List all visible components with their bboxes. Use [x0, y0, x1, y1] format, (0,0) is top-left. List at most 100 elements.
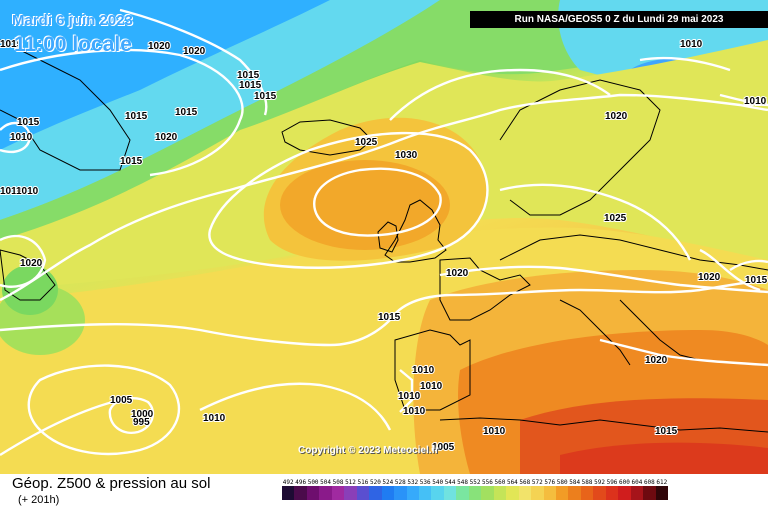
coast-newfoundland	[0, 249, 56, 301]
scale-swatch	[331, 486, 345, 500]
isobar-1025-east	[499, 183, 692, 261]
scale-label: 508	[332, 479, 344, 486]
isobar-label: 1020	[155, 132, 178, 143]
isobar-1010-iberia	[399, 369, 414, 413]
isobar-1015-nw	[0, 48, 244, 177]
isobar-label: 1015	[0, 39, 23, 50]
scale-swatch	[506, 486, 519, 500]
high-inner	[280, 160, 450, 250]
isobar-label: 1010	[10, 132, 33, 143]
coastlines	[0, 39, 768, 433]
isobar-1025-high	[208, 131, 489, 269]
scale-label: 552	[469, 479, 481, 486]
scale-swatch	[630, 486, 644, 500]
isobar-label: 1010	[403, 406, 426, 417]
scale-label: 572	[531, 479, 543, 486]
coast-continent	[499, 234, 768, 271]
isobars	[0, 8, 768, 457]
scale-label: 540	[432, 479, 444, 486]
isobar-1015-ne	[639, 56, 731, 72]
isobar-label: 1010	[16, 186, 39, 197]
scale-label: 596	[606, 479, 618, 486]
scale-label: 528	[394, 479, 406, 486]
coast-north-africa	[439, 417, 768, 433]
scale-label: 588	[581, 479, 593, 486]
isobar-1010-sw	[0, 398, 121, 457]
color-scale-bar	[282, 486, 669, 500]
scale-swatch	[543, 486, 556, 500]
isobar-label: 1015	[120, 156, 143, 167]
isobar-label: 1015	[254, 91, 277, 102]
isobar-label: 1030	[395, 150, 418, 161]
color-scale-labels: 492 496 500 504 508 512 516 520 524 528 532 536 540 5…	[282, 479, 668, 486]
isobar-1000-low	[108, 397, 155, 435]
isobar-label: 1020	[645, 355, 668, 366]
scale-swatch	[518, 486, 532, 500]
scale-label: 536	[419, 479, 431, 486]
isobar-label: 1025	[604, 213, 627, 224]
west-pocket-core	[2, 265, 58, 315]
scale-label: 576	[544, 479, 556, 486]
scale-swatch	[555, 486, 569, 500]
isobar-1015-south	[0, 278, 768, 347]
isobar-1010-ne	[719, 93, 768, 107]
scale-label: 504	[320, 479, 331, 486]
extreme-hot-area	[560, 442, 768, 474]
isobar-1020-w	[0, 234, 47, 288]
isobar-label: 1020	[148, 41, 171, 52]
scale-swatch	[418, 486, 432, 500]
product-title: Géop. Z500 & pression au sol	[12, 475, 211, 492]
isobar-label: 1015	[237, 70, 260, 81]
isobar-label: 1010	[0, 186, 23, 197]
scale-swatch	[655, 486, 669, 500]
isobar-label: 1010	[203, 413, 226, 424]
scale-label: 556	[482, 479, 493, 486]
scale-label: 612	[656, 479, 668, 486]
isobar-label: 1010	[680, 39, 703, 50]
coast-british-isles	[384, 199, 447, 263]
forecast-step: (+ 201h)	[18, 494, 60, 506]
scale-swatch	[406, 486, 419, 500]
scale-label: 568	[519, 479, 531, 486]
scale-label: 600	[619, 479, 630, 486]
scale-label: 492	[282, 479, 294, 486]
map-canvas: 1015 1020 1020 1015 1015 1010 1015 1015 …	[0, 0, 768, 474]
isobar-label: 1020	[183, 46, 206, 57]
scale-swatch	[306, 486, 320, 500]
coast-iceland	[281, 119, 373, 156]
isobar-label: 1005	[110, 395, 133, 406]
scale-swatch	[531, 486, 544, 500]
isobar-1030-high	[313, 167, 442, 237]
scale-swatch	[443, 486, 457, 500]
scale-swatch	[294, 486, 307, 500]
scale-swatch	[605, 486, 619, 500]
isobar-label: 1015	[745, 275, 768, 286]
scale-swatch	[468, 486, 482, 500]
isobar-label: 1010	[420, 381, 443, 392]
scale-label: 544	[444, 479, 456, 486]
color-scale: 492 496 500 504 508 512 516 520 524 528 532 536 540 5…	[282, 479, 669, 500]
isobar-1010-south	[199, 382, 392, 431]
isobar-1020-e	[699, 248, 761, 292]
scale-label: 524	[382, 479, 394, 486]
isobar-label: 1015	[125, 111, 148, 122]
forecast-time: 11:00 locale	[14, 33, 132, 56]
scale-label: 560	[494, 479, 506, 486]
scale-label: 520	[369, 479, 381, 486]
scale-label: 592	[594, 479, 605, 486]
scale-swatch	[456, 486, 469, 500]
scale-swatch	[381, 486, 395, 500]
scale-label: 532	[407, 479, 419, 486]
isobar-label: 1010	[483, 426, 506, 437]
isobar-label: 1015	[655, 426, 678, 437]
isobar-label: 995	[133, 417, 150, 428]
isobar-label: 1015	[744, 97, 767, 108]
sw-area	[0, 330, 147, 474]
coast-scandinavia	[499, 79, 661, 216]
isobar-1020-central	[439, 265, 768, 294]
scale-swatch	[568, 486, 581, 500]
weather-map: 1015 1020 1020 1015 1015 1010 1015 1015 …	[0, 0, 768, 474]
model-run-banner: Run NASA/GEOS5 0 Z du Lundi 29 mai 2023	[470, 11, 768, 28]
scale-label: 500	[307, 479, 319, 486]
scale-label: 608	[643, 479, 655, 486]
